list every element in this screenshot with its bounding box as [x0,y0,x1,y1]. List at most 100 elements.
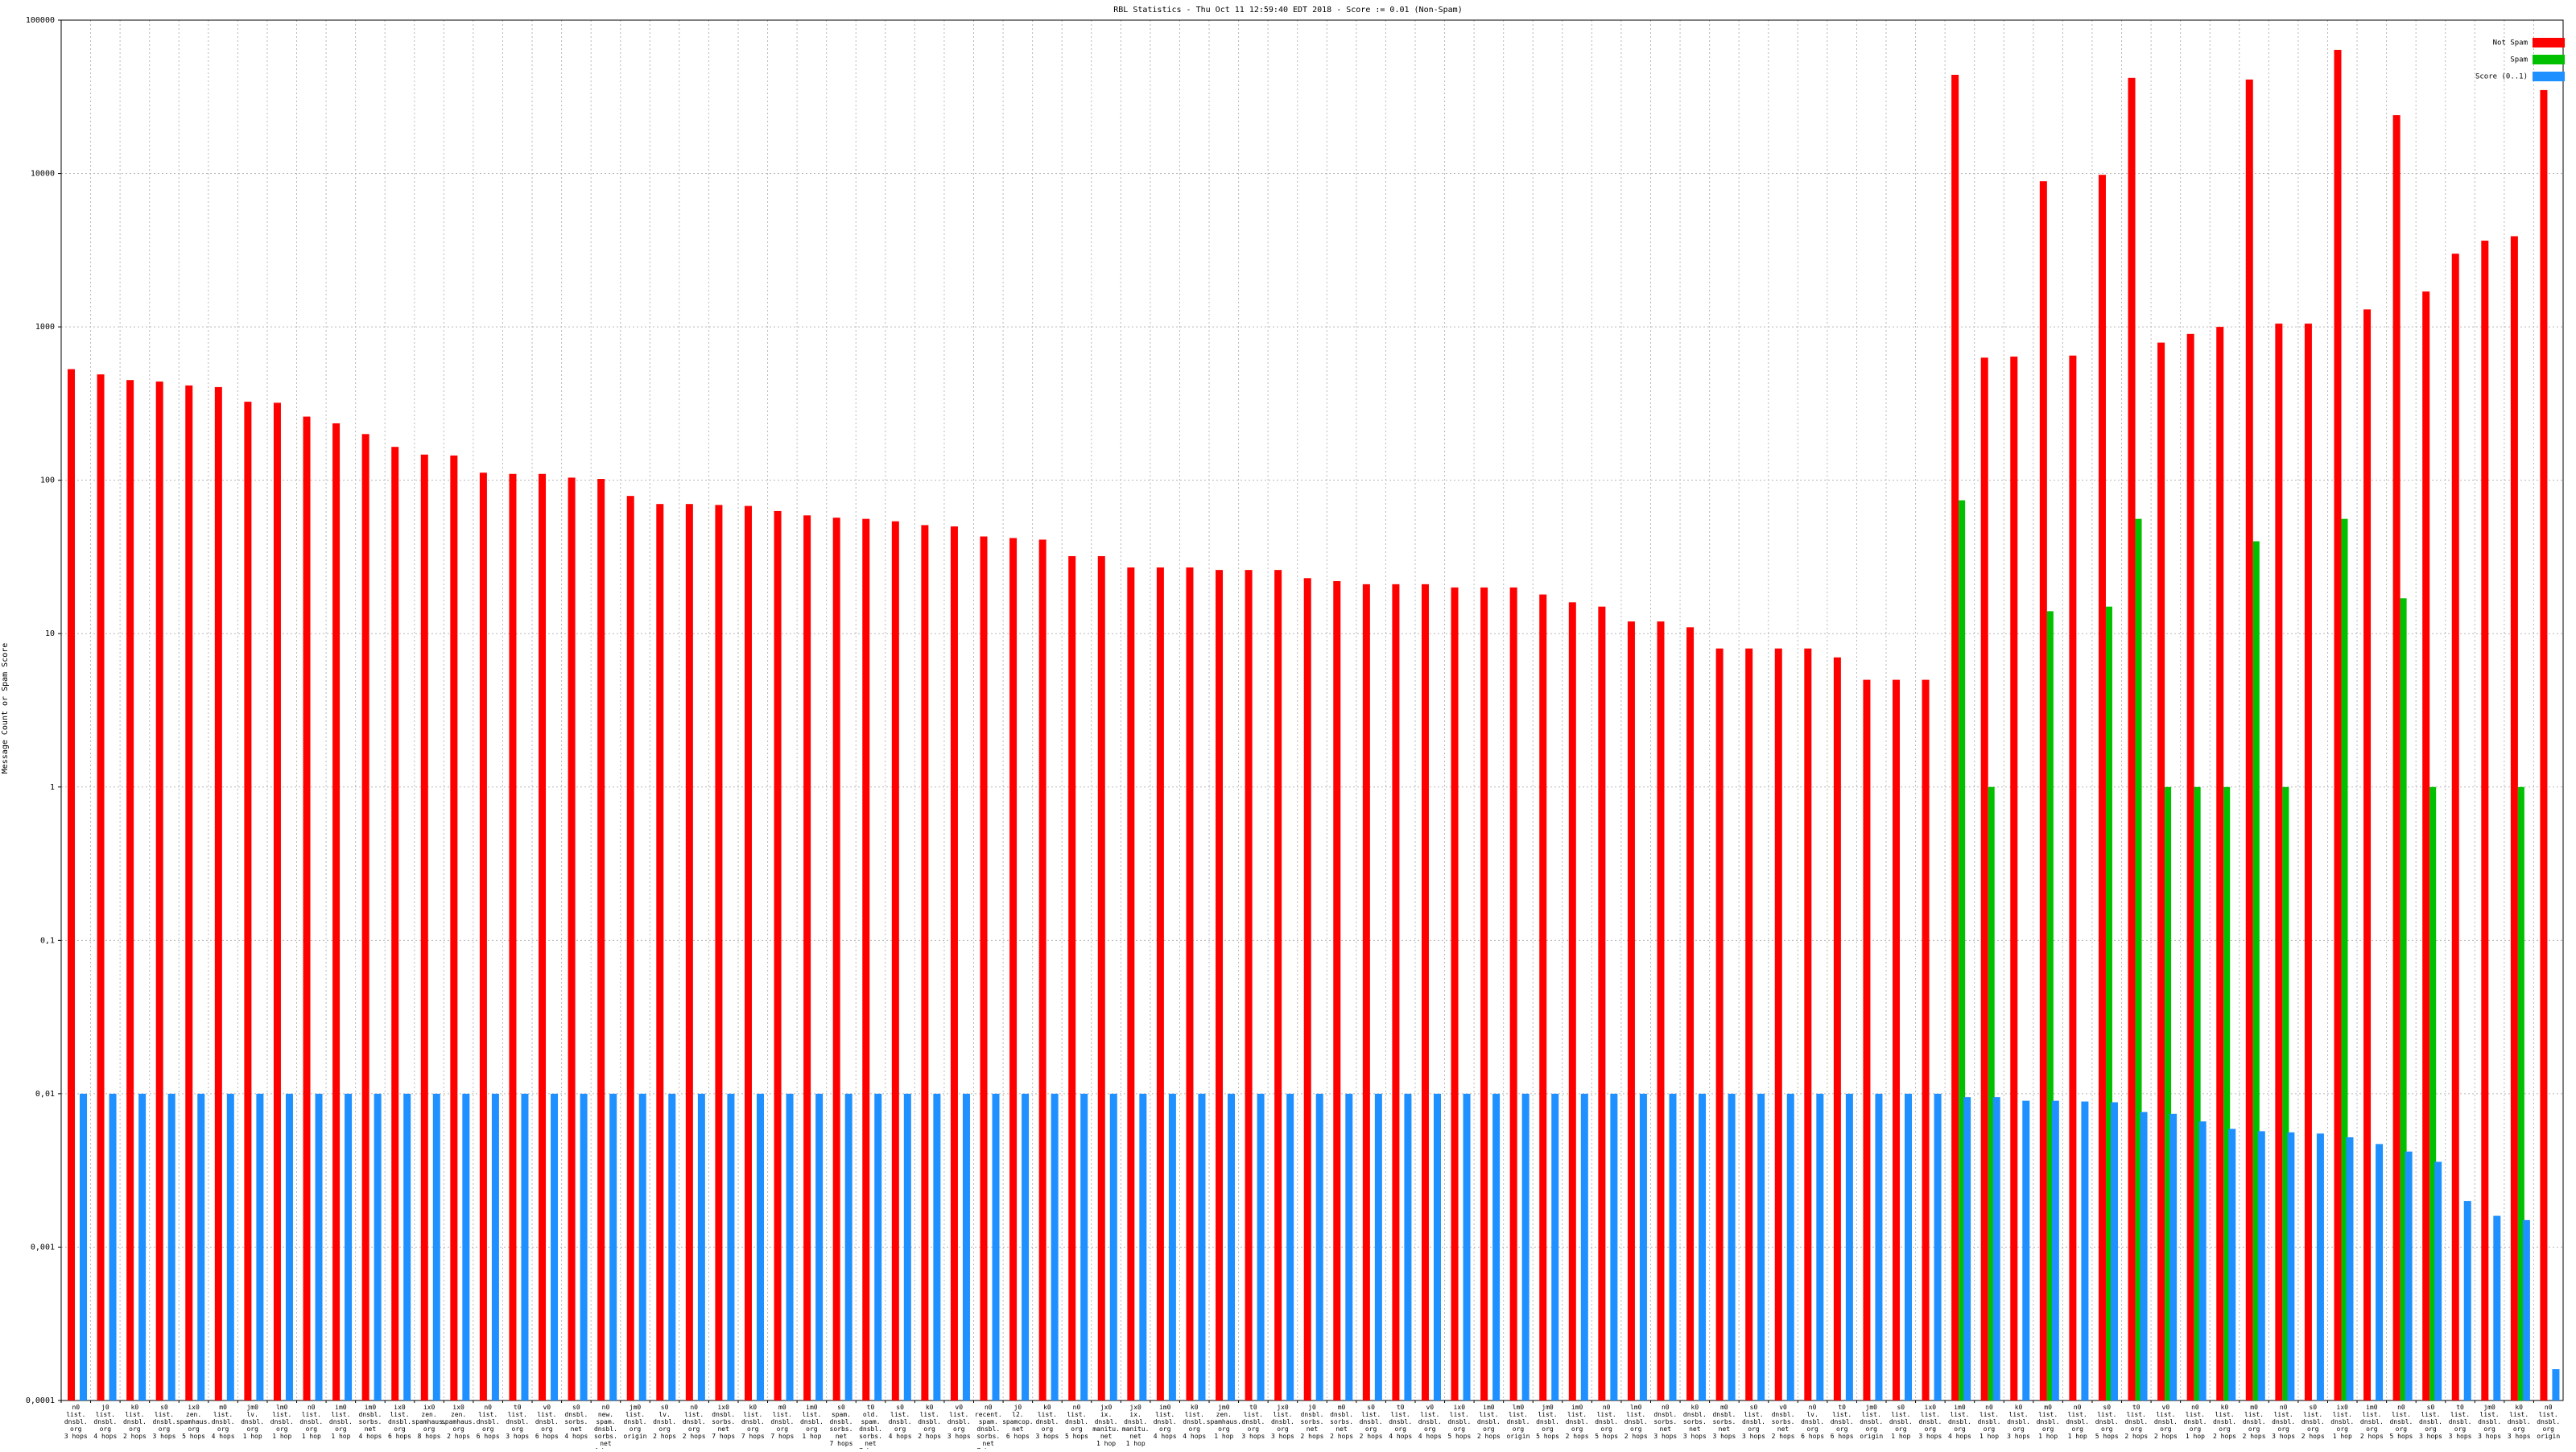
x-tick-label: j0 dnsbl. sorbs. net 2 hops [1301,1404,1324,1440]
bar [391,447,399,1400]
x-tick-label: im0 list. dnsbl. org 1 hop [329,1404,353,1440]
bar [256,1093,264,1400]
bar [1374,1093,1382,1400]
bar [962,1093,970,1400]
x-tick-label: n0 dnsbl. sorbs. net 3 hops [1653,1404,1677,1440]
bar [2039,181,2047,1400]
bar [2341,518,2348,1400]
bar [1463,1093,1471,1400]
bar [1669,1093,1677,1400]
bar [155,382,163,1400]
bar [2081,1101,2089,1400]
x-tick-label: m0 list. dnsbl. org 2 hops [2243,1404,2266,1440]
bar [921,525,929,1400]
bar [138,1093,147,1400]
x-tick-label: j0 l2. spamcop. net 6 hops [1002,1404,1034,1440]
bar [980,536,988,1401]
bar [597,479,605,1400]
bar [1551,1093,1559,1400]
bar [2287,1132,2295,1400]
x-tick-label: s0 list. dnsbl. org 3 hops [153,1404,176,1440]
bar [1980,357,1988,1400]
bar [2216,327,2224,1401]
bar [285,1093,293,1400]
bar [315,1093,323,1400]
x-tick-label: t0 list. dnsbl. org 6 hops [1831,1404,1854,1440]
bar [1580,1093,1588,1400]
legend-label: Score (0..1) [2475,73,2528,81]
bar [903,1093,911,1400]
x-tick-label: jx0 ix. dnsbl. manitu. net 1 hop [1092,1404,1120,1447]
x-tick-label: n0 list. dnsbl. org 1 hop [299,1404,323,1440]
y-tick-label: 100000 [26,16,55,25]
bar [668,1093,676,1400]
bar [638,1093,646,1400]
x-tick-label: s0 list. dnsbl. org 3 hops [2419,1404,2442,1440]
bar [1080,1093,1088,1400]
bar [2051,1100,2059,1400]
bar [2422,291,2430,1401]
x-tick-label: v0 list. dnsbl. org 6 hops [535,1404,559,1440]
x-tick-label: s0 list. dnsbl. org 2 hops [2301,1404,2325,1440]
bar [2223,786,2231,1400]
bar [786,1093,794,1400]
x-tick-label: im0 dnsbl. sorbs. net 4 hops [358,1404,382,1440]
x-tick-label: n0 list. dnsbl. org 1 hop [1978,1404,2001,1440]
bar [2198,1121,2207,1400]
bar [1315,1093,1323,1400]
x-tick-label: im0 list. dnsbl. org 2 hops [2360,1404,2384,1440]
bar [992,1093,1000,1400]
bar [2510,236,2518,1400]
bar [97,374,105,1400]
bar [214,386,222,1401]
x-tick-label: s0 list. dnsbl. org 3 hops [1742,1404,1765,1440]
bar [656,504,664,1400]
x-tick-label: ix0 list. dnsbl. org 5 hops [1447,1404,1471,1440]
bar [1845,1093,1853,1400]
bar [744,505,752,1400]
bar [345,1093,353,1400]
bar [1699,1093,1707,1400]
x-tick-label: s0 list. dnsbl. org 1 hop [1889,1404,1913,1440]
x-tick-label: t0 list. dnsbl. org 3 hops [506,1404,529,1440]
bar [1745,648,1753,1400]
bar [551,1093,559,1400]
bar [1345,1093,1353,1400]
bar [1934,1093,1942,1400]
x-tick-label: m0 list. dnsbl. org 7 hops [770,1404,794,1440]
bar [1480,587,1488,1400]
bar [1568,602,1576,1400]
bar [1286,1093,1294,1400]
x-tick-label: k0 list. dnsbl. org 4 hops [1183,1404,1206,1440]
x-tick-label: ix0 list. dnsbl. org 3 hops [1918,1404,1942,1440]
bar [167,1093,175,1400]
bar [832,518,840,1401]
bar [1657,621,1665,1400]
bar [2228,1128,2236,1400]
x-tick-label: k0 list. dnsbl. org 2 hops [123,1404,147,1440]
bar [403,1093,411,1400]
x-tick-label: jx0 list. dnsbl. org 3 hops [1271,1404,1294,1440]
bar [303,416,311,1400]
bar [715,505,723,1400]
x-tick-label: n0 list. dnsbl. org 2 hops [683,1404,706,1440]
x-tick-label: n0 list. dnsbl. org 6 hops [477,1404,500,1440]
bar [1303,578,1311,1400]
x-tick-label: j0 list. dnsbl. org 4 hops [93,1404,117,1440]
bar [2363,309,2372,1400]
bar [1959,500,1966,1401]
bar [1610,1093,1618,1400]
y-axis-label: Message Count or Spam Score [1,643,10,774]
y-tick-label: 10 [45,629,55,638]
bar [2552,1369,2560,1400]
x-tick-label: v0 dnsbl. sorbs. net 2 hops [1772,1404,1795,1440]
bar [803,515,811,1401]
x-tick-label: jm0 list. dnsbl. org origin [624,1404,647,1440]
bar [2463,1201,2471,1400]
bar [1186,567,1194,1400]
chart-title: RBL Statistics - Thu Oct 11 12:59:40 EDT… [1113,6,1462,14]
x-tick-label: n0 lv. dnsbl. org 6 hops [1801,1404,1824,1440]
bar [2128,77,2136,1400]
bar [580,1093,588,1400]
